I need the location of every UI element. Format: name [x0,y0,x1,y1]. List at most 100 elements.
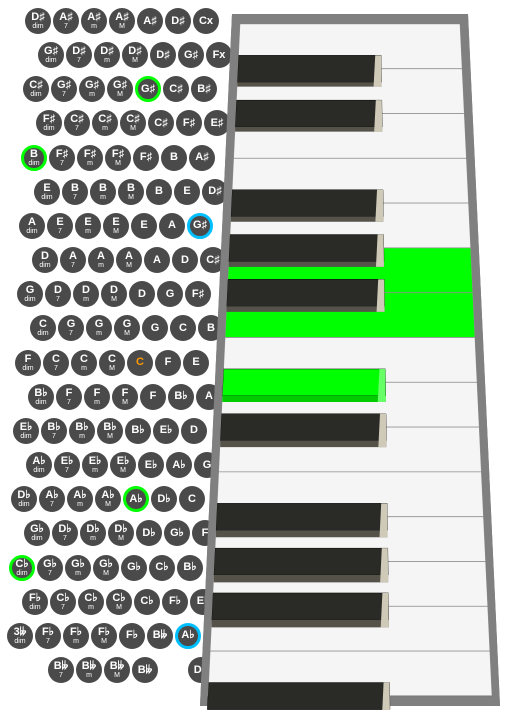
chord-button[interactable]: F♭m [63,623,89,649]
chord-button[interactable]: Adim [19,213,45,239]
chord-button[interactable]: GM [114,315,140,341]
chord-button[interactable]: G7 [58,315,84,341]
chord-button[interactable]: C♯m [92,110,118,136]
chord-button[interactable]: Gm [86,315,112,341]
black-key[interactable] [227,279,385,306]
chord-button[interactable]: C♯M [120,110,146,136]
chord-button[interactable]: C [127,350,153,376]
black-key-face[interactable] [207,709,390,710]
chord-button[interactable]: A♭7 [39,486,65,512]
chord-button[interactable]: D♯m [94,42,120,68]
chord-button[interactable]: B♭dim [28,384,54,410]
black-key-face[interactable] [229,261,384,266]
chord-button[interactable]: B♭ [168,384,194,410]
chord-button[interactable]: G♯m [79,76,105,102]
chord-button[interactable]: F♯ [176,110,202,136]
chord-button[interactable]: F♯m [77,145,103,171]
chord-button[interactable]: F [155,350,181,376]
chord-button[interactable]: G♭dim [24,520,50,546]
chord-button[interactable]: B𝄫 [132,657,158,683]
chord-button[interactable]: Edim [34,179,60,205]
chord-button[interactable]: E♭M [110,452,136,478]
chord-button[interactable]: A♭dim [26,452,52,478]
chord-button[interactable]: E♭dim [13,418,39,444]
black-key[interactable] [231,190,384,217]
chord-button[interactable]: B♭m [69,418,95,444]
chord-button[interactable]: 3𝄫dim [7,623,33,649]
chord-button[interactable]: A♯m [81,8,107,34]
chord-button[interactable]: D♭ [151,486,177,512]
chord-button[interactable]: A [144,247,170,273]
chord-button[interactable]: FM [112,384,138,410]
black-key[interactable] [235,100,382,127]
chord-button[interactable]: F♭M [91,623,117,649]
chord-button[interactable]: C♭dim [9,555,35,581]
chord-button[interactable]: Fdim [15,350,41,376]
chord-button[interactable]: B♭M [97,418,123,444]
black-key[interactable] [212,593,389,620]
chord-button[interactable]: A♯M [109,8,135,34]
chord-button[interactable]: D♭7 [52,520,78,546]
chord-button[interactable]: CM [99,350,125,376]
chord-button[interactable]: A♭ [123,486,149,512]
black-key-face[interactable] [222,396,385,402]
chord-button[interactable]: AM [116,247,142,273]
chord-button[interactable]: F♭dim [22,589,48,615]
black-key[interactable] [237,55,381,82]
chord-button[interactable]: D♭ [136,520,162,546]
chord-button[interactable]: D7 [45,281,71,307]
chord-button[interactable]: C♯ [148,110,174,136]
chord-button[interactable]: D♯ [150,42,176,68]
black-key-face[interactable] [235,127,382,132]
chord-button[interactable]: C♭M [106,589,132,615]
chord-button[interactable]: A♭ [166,452,192,478]
chord-button[interactable]: G♯dim [38,42,64,68]
chord-button[interactable]: G♭M [93,555,119,581]
chord-button[interactable]: F7 [56,384,82,410]
chord-button[interactable]: G♭ [164,520,190,546]
black-key-face[interactable] [227,306,385,312]
chord-button[interactable]: E♭ [153,418,179,444]
chord-button[interactable]: G [142,315,168,341]
chord-button[interactable]: F♯ [133,145,159,171]
chord-button[interactable]: F♭ [119,623,145,649]
chord-button[interactable]: C♯dim [23,76,49,102]
chord-button[interactable]: G [157,281,183,307]
chord-button[interactable]: B𝄫m [76,657,102,683]
chord-button[interactable]: F [140,384,166,410]
black-key-face[interactable] [220,441,386,447]
chord-button[interactable]: Em [75,213,101,239]
chord-button[interactable]: E [131,213,157,239]
chord-button[interactable]: F♭7 [35,623,61,649]
chord-button[interactable]: B7 [62,179,88,205]
chord-button[interactable]: E [174,179,200,205]
chord-button[interactable]: D♭M [108,520,134,546]
chord-button[interactable]: BM [118,179,144,205]
chord-button[interactable]: Cm [71,350,97,376]
chord-button[interactable]: Bm [90,179,116,205]
chord-button[interactable]: EM [103,213,129,239]
black-key[interactable] [214,548,388,575]
chord-button[interactable]: C♯7 [64,110,90,136]
chord-button[interactable]: DM [101,281,127,307]
chord-button[interactable]: B♭7 [41,418,67,444]
black-key[interactable] [216,503,388,530]
chord-button[interactable]: A♯7 [53,8,79,34]
chord-button[interactable]: B𝄫 [147,623,173,649]
black-key-face[interactable] [237,82,381,86]
black-key[interactable] [207,683,390,710]
chord-button[interactable]: Cdim [30,315,56,341]
chord-button[interactable]: D♭m [80,520,106,546]
chord-button[interactable]: F♯M [105,145,131,171]
black-key-face[interactable] [212,620,389,628]
chord-button[interactable]: B [146,179,172,205]
chord-button[interactable]: G♯7 [51,76,77,102]
black-key[interactable] [220,414,386,441]
chord-button[interactable]: D♯ [165,8,191,34]
chord-button[interactable]: G♯M [107,76,133,102]
frame-top-rail[interactable] [232,14,468,24]
chord-button[interactable]: F♯7 [49,145,75,171]
chord-button[interactable]: A7 [60,247,86,273]
black-key[interactable] [229,235,384,262]
chord-button[interactable]: Bdim [21,145,47,171]
